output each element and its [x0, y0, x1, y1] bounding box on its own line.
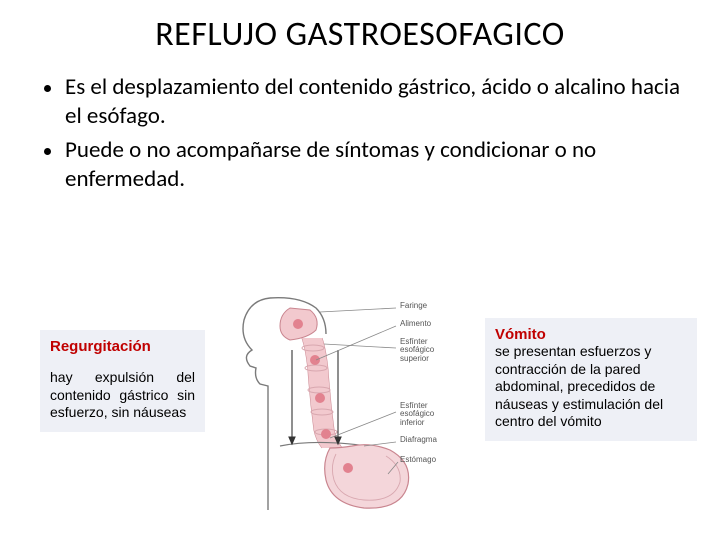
regurgitacion-box: Regurgitación hay expulsión del contenid… [40, 330, 205, 432]
vomito-box: Vómito se presentan esfuerzos y contracc… [485, 318, 697, 441]
vomito-header: Vómito [495, 326, 687, 343]
diagram-label: Alimento [400, 320, 431, 328]
bullet-item: Es el desplazamiento del contenido gástr… [44, 73, 680, 132]
diagram-label: Esfínter esofágico superior [400, 338, 460, 363]
regurgitacion-header: Regurgitación [50, 338, 195, 355]
regurgitacion-body: hay expulsión del contenido gástrico sin… [50, 369, 195, 422]
bullet-list: Es el desplazamiento del contenido gástr… [44, 73, 680, 195]
diagram-label: Faringe [400, 302, 427, 310]
vomito-body: se presentan esfuerzos y contracción de … [495, 343, 687, 431]
diagram-label: Diafragma [400, 436, 437, 444]
bullet-marker-icon [44, 85, 51, 92]
diagram-label: Esfínter esofágico inferior [400, 402, 460, 427]
lower-panel: Regurgitación hay expulsión del contenid… [0, 290, 720, 530]
diagram-label: Estómago [400, 456, 436, 464]
esophagus-diagram: Faringe Alimento Esfínter esofágico supe… [230, 290, 470, 520]
bullet-marker-icon [44, 148, 51, 155]
bullet-text: Es el desplazamiento del contenido gástr… [65, 73, 680, 132]
bullet-item: Puede o no acompañarse de síntomas y con… [44, 136, 680, 195]
bullet-text: Puede o no acompañarse de síntomas y con… [65, 136, 680, 195]
page-title: REFLUJO GASTROESOFAGICO [0, 0, 720, 55]
